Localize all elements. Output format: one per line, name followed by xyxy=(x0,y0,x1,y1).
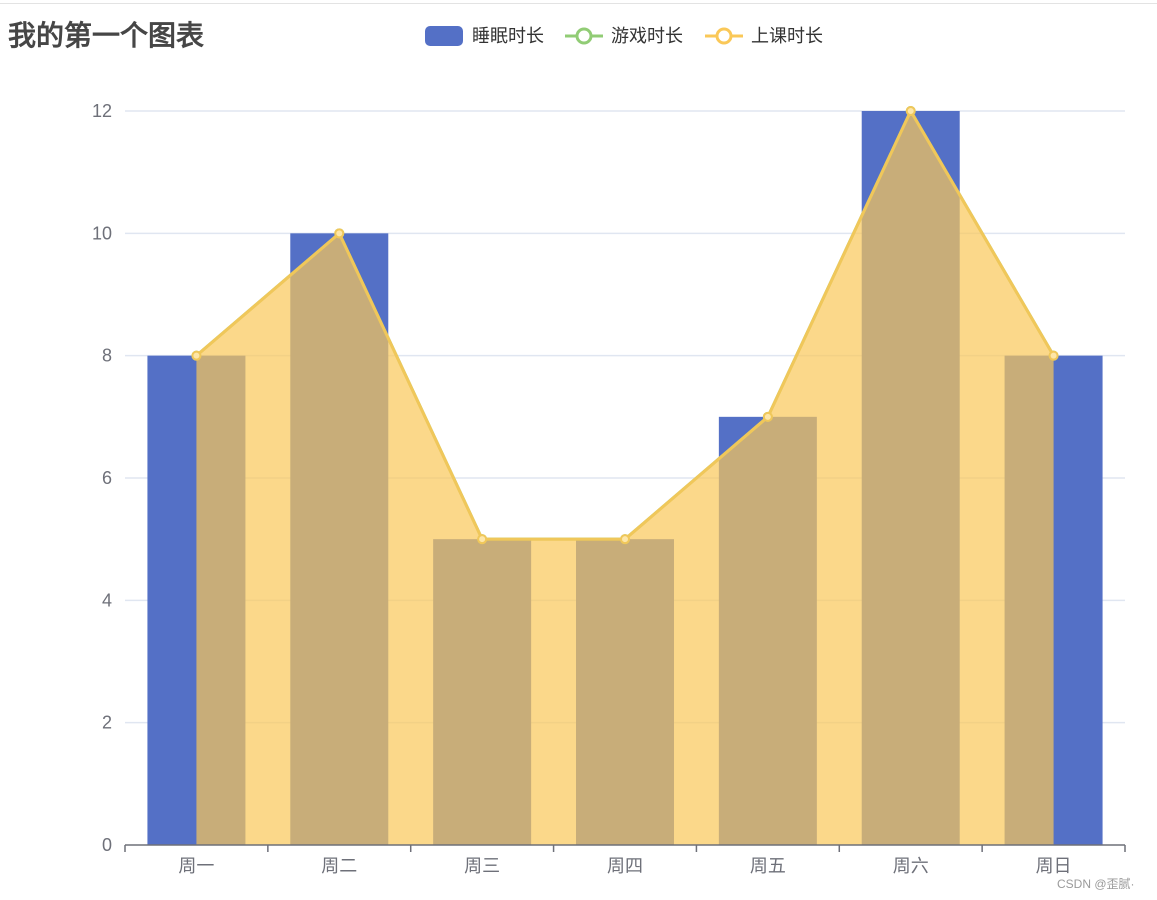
area-fill xyxy=(196,111,1054,845)
x-tick-label: 周日 xyxy=(1036,856,1072,876)
x-tick-label: 周一 xyxy=(178,856,214,876)
data-point xyxy=(334,228,345,239)
data-point xyxy=(905,106,916,116)
data-point xyxy=(191,350,202,361)
top-divider xyxy=(0,3,1157,4)
legend-label-class: 上课时长 xyxy=(751,26,823,46)
y-tick-label: 0 xyxy=(102,835,112,855)
x-axis: 周一 周二 周三 周四 周五 周六 周日 xyxy=(124,844,1126,876)
y-tick-label: 8 xyxy=(102,346,112,366)
data-point xyxy=(477,534,488,545)
legend-line-swatch-icon xyxy=(705,27,743,45)
y-tick-label: 12 xyxy=(92,101,112,121)
chart-title: 我的第一个图表 xyxy=(8,20,205,51)
x-tick-label: 周三 xyxy=(464,856,500,876)
watermark: CSDN @歪腻· xyxy=(1057,877,1135,891)
y-tick-label: 10 xyxy=(92,223,112,243)
y-axis-labels: 0 2 4 6 8 10 12 xyxy=(92,101,112,855)
y-tick-label: 4 xyxy=(102,590,112,610)
x-tick-label: 周五 xyxy=(750,856,786,876)
data-point xyxy=(762,411,773,422)
x-tick-label: 周二 xyxy=(321,856,357,876)
data-point xyxy=(620,534,630,545)
data-point xyxy=(1048,350,1059,361)
legend-bar-swatch-icon xyxy=(425,26,463,46)
area-series-class xyxy=(191,106,1059,845)
y-tick-label: 2 xyxy=(102,713,112,733)
x-tick-label: 周六 xyxy=(893,856,929,876)
legend-line-swatch-icon xyxy=(565,27,603,45)
legend-item-game[interactable]: 游戏时长 xyxy=(565,26,683,46)
legend-label-sleep: 睡眠时长 xyxy=(472,26,544,46)
legend-item-class[interactable]: 上课时长 xyxy=(705,26,823,46)
x-tick-label: 周四 xyxy=(607,856,643,876)
y-tick-label: 6 xyxy=(102,468,112,488)
legend-item-sleep[interactable]: 睡眠时长 xyxy=(425,26,544,46)
legend-label-game: 游戏时长 xyxy=(611,26,683,46)
